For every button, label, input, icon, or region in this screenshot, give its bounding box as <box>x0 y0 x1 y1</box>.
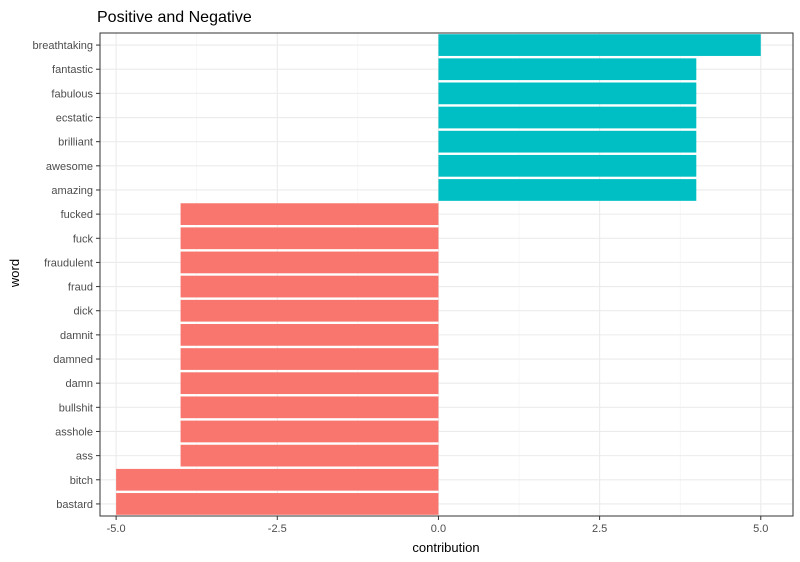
bar-bastard <box>116 493 439 515</box>
y-tick-label: breathtaking <box>32 40 93 52</box>
x-tick-label: 0.0 <box>431 523 446 535</box>
y-tick-label: amazing <box>51 185 93 197</box>
y-tick-label: brilliant <box>58 137 93 149</box>
bar-dick <box>180 299 439 322</box>
y-tick-label: fabulous <box>51 88 93 100</box>
bar-asshole <box>180 420 439 443</box>
y-tick-label: dick <box>73 306 93 318</box>
y-tick-label: damn <box>65 378 93 390</box>
x-tick-label: 2.5 <box>592 523 607 535</box>
y-tick-label: bitch <box>70 475 93 487</box>
x-tick-label: 5.0 <box>753 523 768 535</box>
bar-fraud <box>180 275 439 298</box>
bar-fantastic <box>438 58 697 81</box>
y-axis-title: word <box>7 259 22 288</box>
y-tick-label: ecstatic <box>56 113 94 125</box>
y-tick-label: awesome <box>46 161 93 173</box>
y-tick-label: damned <box>53 354 93 366</box>
bar-fabulous <box>438 82 697 105</box>
bar-brilliant <box>438 130 697 153</box>
plot-panel <box>100 33 793 516</box>
x-tick-label: -5.0 <box>107 523 126 535</box>
x-tick-label: -2.5 <box>268 523 287 535</box>
bar-bitch <box>116 468 439 491</box>
plot-border <box>99 32 794 517</box>
bar-ecstatic <box>438 106 697 129</box>
y-tick-label: asshole <box>55 426 93 438</box>
y-tick-label: bastard <box>56 499 93 511</box>
x-axis-title: contribution <box>412 540 479 555</box>
bar-awesome <box>438 154 697 177</box>
chart-title: Positive and Negative <box>97 9 252 26</box>
y-tick-label: fuck <box>73 233 94 245</box>
y-tick-label: fraudulent <box>44 257 93 269</box>
x-axis-ticks: -5.0 -2.5 0.0 2.5 5.0 <box>107 516 768 535</box>
y-tick-label: damnit <box>60 330 93 342</box>
bar-fucked <box>180 203 439 225</box>
bar-breathtaking <box>438 34 761 56</box>
bar-damn <box>180 372 439 395</box>
y-tick-label: bullshit <box>59 402 93 414</box>
y-tick-label: ass <box>76 451 94 463</box>
bars <box>116 34 761 515</box>
bar-damned <box>180 348 439 370</box>
bar-bullshit <box>180 396 439 419</box>
y-tick-label: fraud <box>68 282 93 294</box>
y-tick-label: fantastic <box>52 64 93 76</box>
bar-damnit <box>180 324 439 346</box>
bar-fraudulent <box>180 251 439 274</box>
y-axis-ticks: breathtaking fantastic fabulous ecstatic bri… <box>32 40 100 511</box>
bar-fuck <box>180 227 439 250</box>
bar-amazing <box>438 179 697 201</box>
bar-ass <box>180 444 439 467</box>
y-tick-label: fucked <box>61 209 93 221</box>
